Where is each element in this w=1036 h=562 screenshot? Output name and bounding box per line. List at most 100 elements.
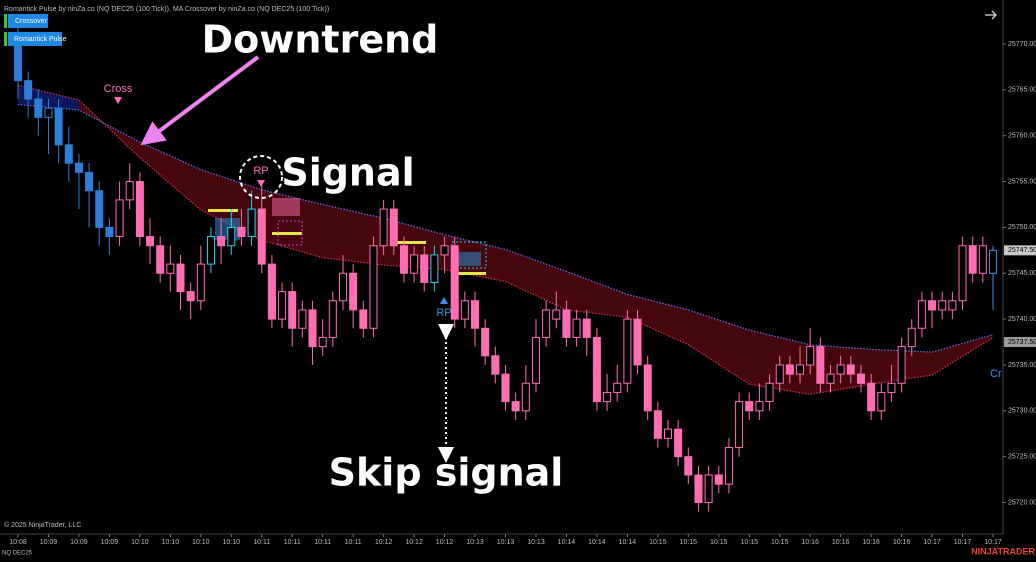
candle-body xyxy=(582,318,591,338)
candle-body xyxy=(613,382,622,393)
downtrend-label: Downtrend xyxy=(202,18,439,62)
candle-body xyxy=(247,208,256,238)
x-tick-label: 10:11 xyxy=(284,539,301,546)
candle-body xyxy=(856,373,865,384)
candle-body xyxy=(968,245,977,274)
x-tick-label: 10:17 xyxy=(923,539,941,546)
button-strip xyxy=(4,14,7,28)
candle-body xyxy=(227,226,236,247)
brand: NINJATRADER xyxy=(971,546,1035,556)
candle-body xyxy=(460,300,469,320)
ribbon-fill xyxy=(566,271,628,318)
candle-body xyxy=(592,336,601,403)
profile-bar xyxy=(391,241,426,244)
candle-body xyxy=(562,309,571,338)
x-tick-label: 10:17 xyxy=(954,539,972,546)
skip-label: Skip signal xyxy=(329,451,564,495)
x-tick-label: 10:09 xyxy=(101,539,119,546)
candle-body xyxy=(349,272,358,311)
x-tick-label: 10:15 xyxy=(771,539,789,546)
candle-body xyxy=(135,181,144,238)
x-tick-label: 10:10 xyxy=(192,539,210,546)
profile-box xyxy=(451,241,487,269)
y-tick-label: 25720.00 xyxy=(1008,499,1036,506)
copyright: © 2025 NinjaTrader, LLC xyxy=(4,521,81,529)
candle-body xyxy=(816,346,825,384)
x-tick-label: 10:17 xyxy=(984,539,1002,546)
candle-body xyxy=(95,190,104,228)
x-tick-label: 10:13 xyxy=(497,539,515,546)
rp-sell-label: RP xyxy=(253,165,268,177)
y-tick-label: 25735.00 xyxy=(1008,362,1036,369)
profile-bar xyxy=(208,209,238,212)
candle-body xyxy=(796,364,805,375)
candle-body xyxy=(308,309,317,348)
x-tick-label: 10:13 xyxy=(466,539,484,546)
price-marker-label: 25737.50 xyxy=(1008,339,1036,346)
ribbon-fill xyxy=(932,334,993,376)
candle-body xyxy=(430,254,439,283)
candle-body xyxy=(846,364,855,375)
candle-body xyxy=(877,391,886,412)
candle-body xyxy=(44,107,53,118)
ma-line xyxy=(17,103,994,353)
rp-sell-marker xyxy=(257,180,265,187)
x-tick-label: 10:11 xyxy=(314,539,331,546)
y-tick-label: 25730.00 xyxy=(1008,408,1036,415)
romantick-button[interactable] xyxy=(8,32,62,46)
candle-body xyxy=(643,364,652,412)
candle-body xyxy=(146,236,155,247)
crossover-button[interactable] xyxy=(8,14,48,28)
ribbon-fill xyxy=(688,309,750,385)
candle-body xyxy=(125,181,134,201)
x-tick-label: 10:15 xyxy=(680,539,698,546)
candle-body xyxy=(887,382,896,393)
axes: 25720.00 25725.00 25730.00 25735.00 25740.00… xyxy=(0,0,1036,546)
candle-body xyxy=(521,382,530,412)
price-marker xyxy=(1004,245,1036,256)
candle-body xyxy=(206,236,215,265)
button-label[interactable]: Crossover xyxy=(15,18,48,25)
candle-body xyxy=(410,254,419,274)
candle-body xyxy=(379,208,388,247)
profile-box xyxy=(277,220,303,246)
candle-body xyxy=(257,208,266,265)
instrument: NQ DEC25 xyxy=(2,551,33,557)
candle-body xyxy=(389,208,398,247)
candle-body xyxy=(572,318,581,338)
candle-body xyxy=(775,364,784,384)
cross-label: Cross xyxy=(104,83,133,95)
ribbon-fill xyxy=(200,169,262,241)
x-tick-label: 10:09 xyxy=(70,539,88,546)
candle-body xyxy=(674,428,683,458)
cross-right-label: Cr xyxy=(990,368,1002,380)
x-tick-label: 10:12 xyxy=(405,539,423,546)
candle-body xyxy=(54,107,63,146)
x-tick-label: 10:16 xyxy=(832,539,850,546)
x-tick-label: 10:14 xyxy=(588,539,606,546)
x-tick-label: 10:16 xyxy=(862,539,880,546)
candle-body xyxy=(369,245,378,329)
y-tick-label: 25725.00 xyxy=(1008,453,1036,460)
candle-body xyxy=(267,263,276,320)
candle-body xyxy=(440,245,449,256)
y-tick-label: 25740.00 xyxy=(1008,316,1036,323)
candle-body xyxy=(978,245,987,274)
candle-body xyxy=(907,327,916,348)
candle-body xyxy=(105,226,114,238)
candle-body xyxy=(928,300,937,311)
candle-body xyxy=(491,355,500,375)
x-tick-label: 10:15 xyxy=(740,539,758,546)
signal-label: Signal xyxy=(281,151,414,195)
profile-block xyxy=(272,198,300,216)
candle-body xyxy=(542,309,551,338)
expand-icon[interactable] xyxy=(985,10,997,20)
button-label[interactable]: Romantick Pulse xyxy=(14,36,67,43)
candle-body xyxy=(603,391,612,403)
profile-block xyxy=(456,252,481,266)
candle-body xyxy=(664,428,672,439)
y-tick-label: 25760.00 xyxy=(1008,133,1036,140)
x-tick-label: 10:16 xyxy=(893,539,911,546)
